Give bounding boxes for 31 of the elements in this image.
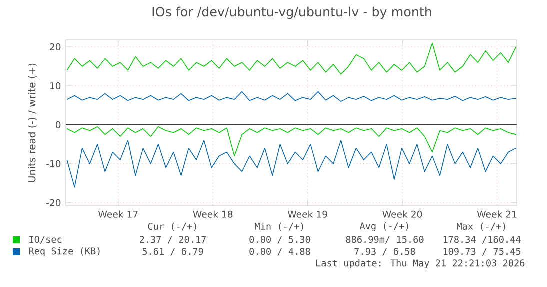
y-axis-title: Units read (-) / write (+)	[28, 64, 37, 182]
legend-label: IO/sec	[30, 236, 62, 244]
line-series	[66, 126, 517, 157]
y-tick-label: 0	[56, 121, 61, 128]
text: 886.99m/ 15.60	[346, 236, 424, 244]
text: 0.00 / 5.30	[250, 236, 310, 244]
y-tick-label: -20	[46, 199, 61, 206]
text: Min (-/+)	[255, 222, 304, 232]
y-tick-label: -10	[46, 160, 61, 168]
text: 2.37 / 20.17	[140, 236, 206, 244]
text: Cur (-/+)	[148, 222, 196, 232]
x-tick-label: Week 20	[382, 210, 422, 218]
text: Max (-/+)	[457, 222, 506, 232]
text: Last update: Thu May 21 22:21:03 2026	[316, 259, 525, 269]
x-tick-label: Week 18	[193, 210, 233, 218]
x-tick-label: Week 17	[98, 210, 138, 218]
line-series	[66, 140, 517, 188]
text: 0.00 / 4.88	[250, 248, 310, 256]
x-tick-label: Week 21	[477, 210, 517, 218]
line-series	[66, 42, 517, 75]
text: 7.93 / 6.58	[354, 248, 416, 256]
text: 178.34 /160.44	[444, 236, 521, 244]
text: 5.61 / 6.79	[142, 248, 204, 256]
y-tick-label: 20	[50, 43, 61, 51]
legend-label: Req Size (KB)	[29, 247, 100, 257]
y-tick-label: 10	[50, 82, 61, 90]
line-series	[66, 91, 517, 102]
chart-title: IOs for /dev/ubuntu-vg/ubuntu-lv - by month	[152, 6, 432, 20]
text: 109.73 / 75.45	[444, 248, 521, 256]
x-tick-label: Week 19	[288, 210, 328, 218]
text: Avg (-/+)	[360, 222, 408, 232]
